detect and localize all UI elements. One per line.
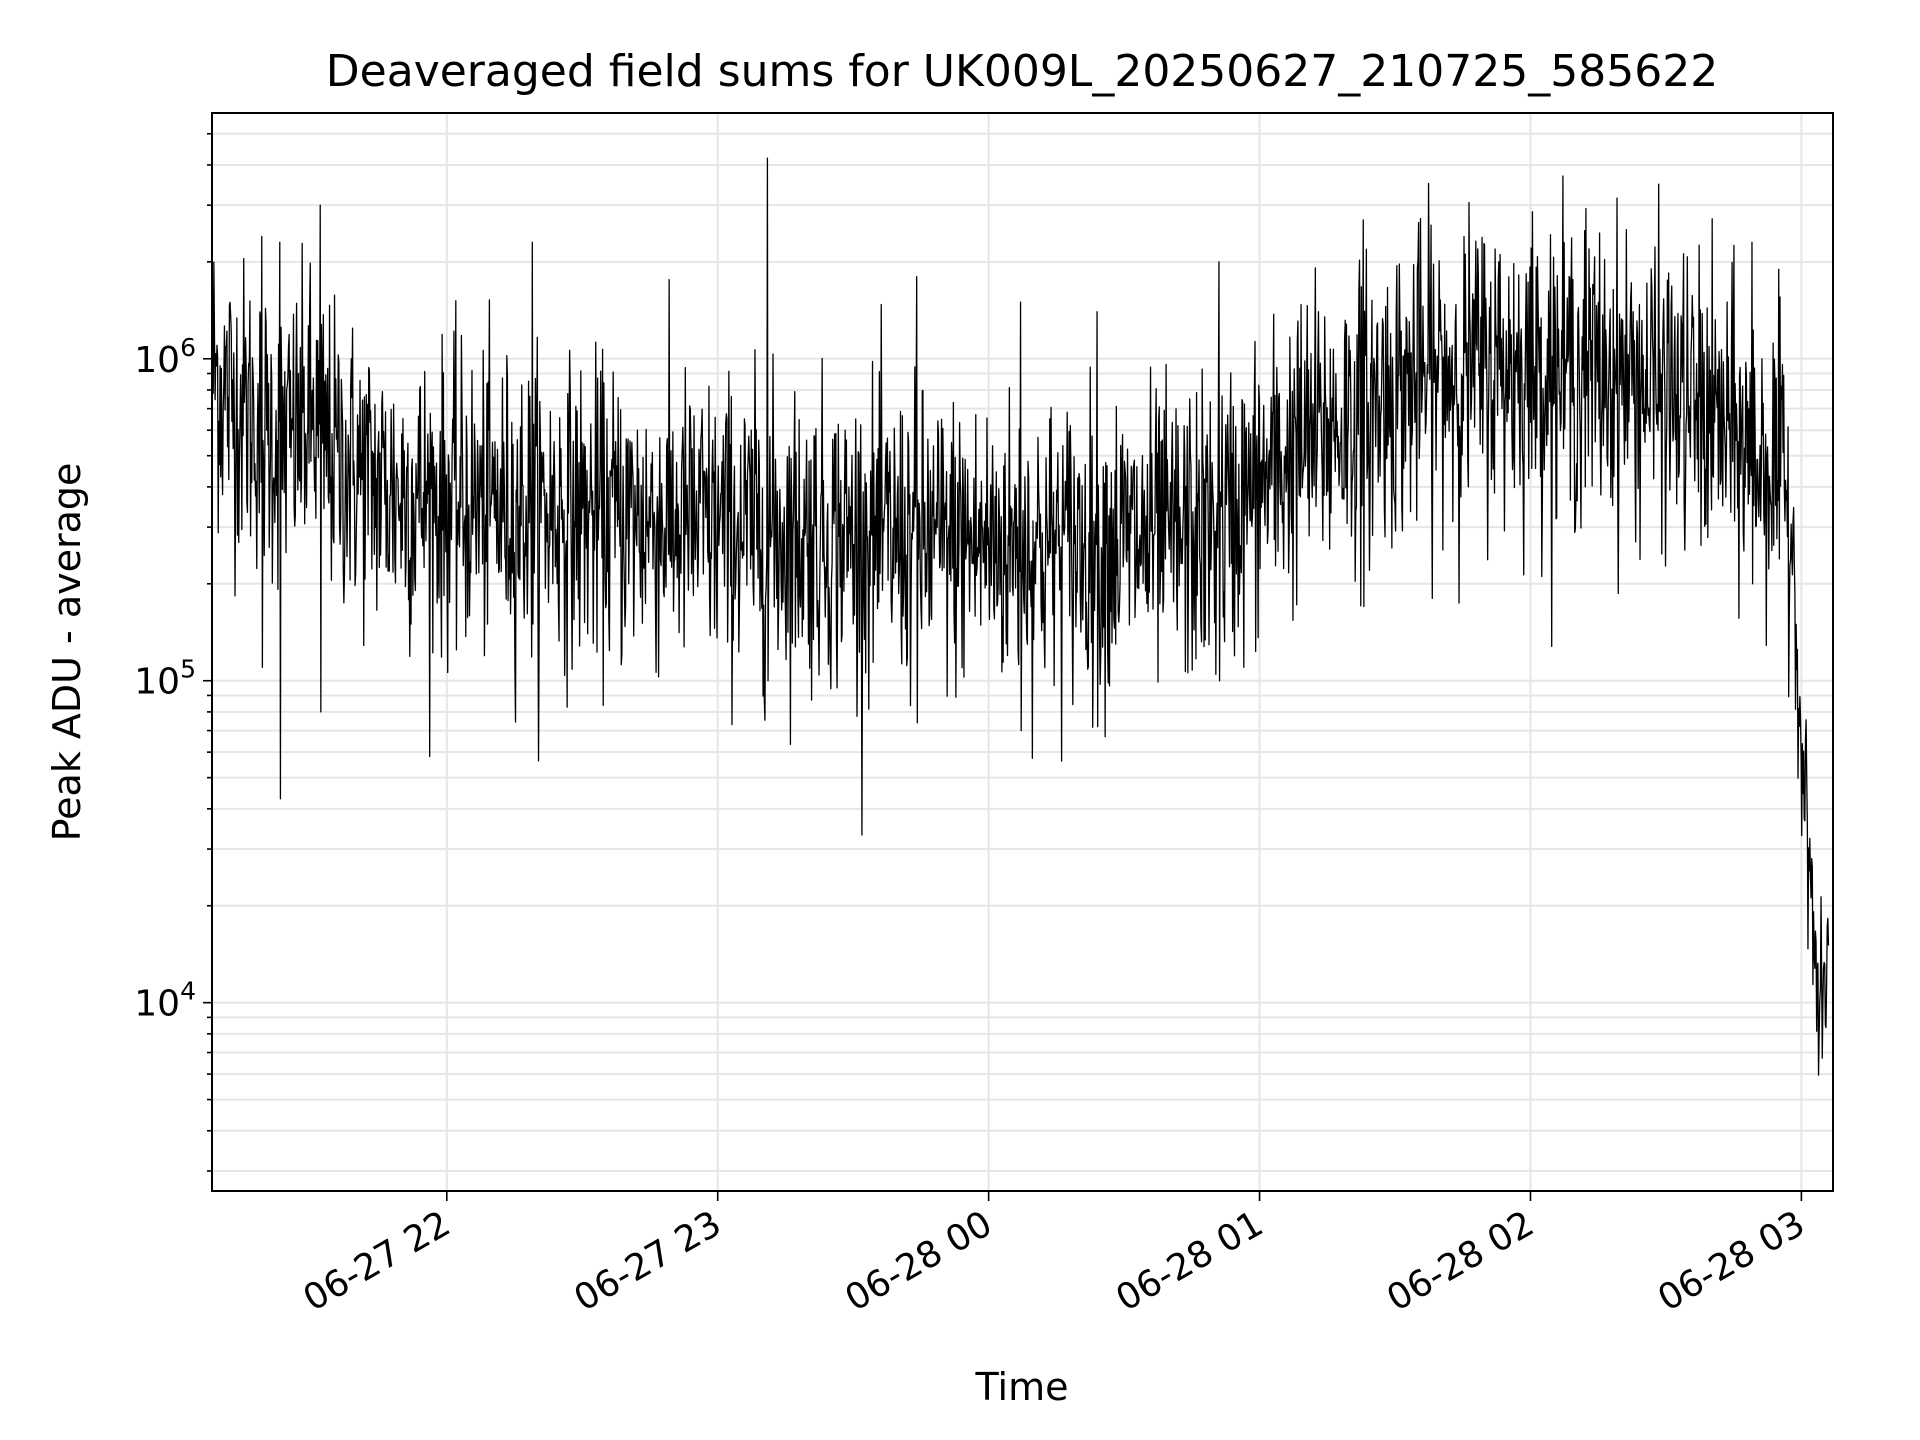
y-tick-label: 106 [134, 333, 196, 381]
series-line [211, 157, 1830, 1076]
series-layer [211, 157, 1830, 1076]
chart-title: Deaveraged field sums for UK009L_2025062… [326, 46, 1718, 97]
y-tick-label-exponent: 6 [180, 333, 196, 362]
grid-layer [212, 113, 1833, 1191]
plot-area-frame [211, 112, 1834, 1192]
y-tick-label-exponent: 5 [180, 655, 196, 684]
y-axis-label: Peak ADU - average [45, 463, 89, 842]
y-tick-label-exponent: 4 [180, 977, 196, 1006]
x-axis-label: Time [975, 1365, 1069, 1409]
y-tick-label-base: 10 [134, 662, 180, 703]
y-tick-label: 104 [134, 977, 196, 1025]
y-tick-label: 105 [134, 655, 196, 703]
y-tick-label-base: 10 [134, 340, 180, 381]
y-tick-label-base: 10 [134, 984, 180, 1025]
